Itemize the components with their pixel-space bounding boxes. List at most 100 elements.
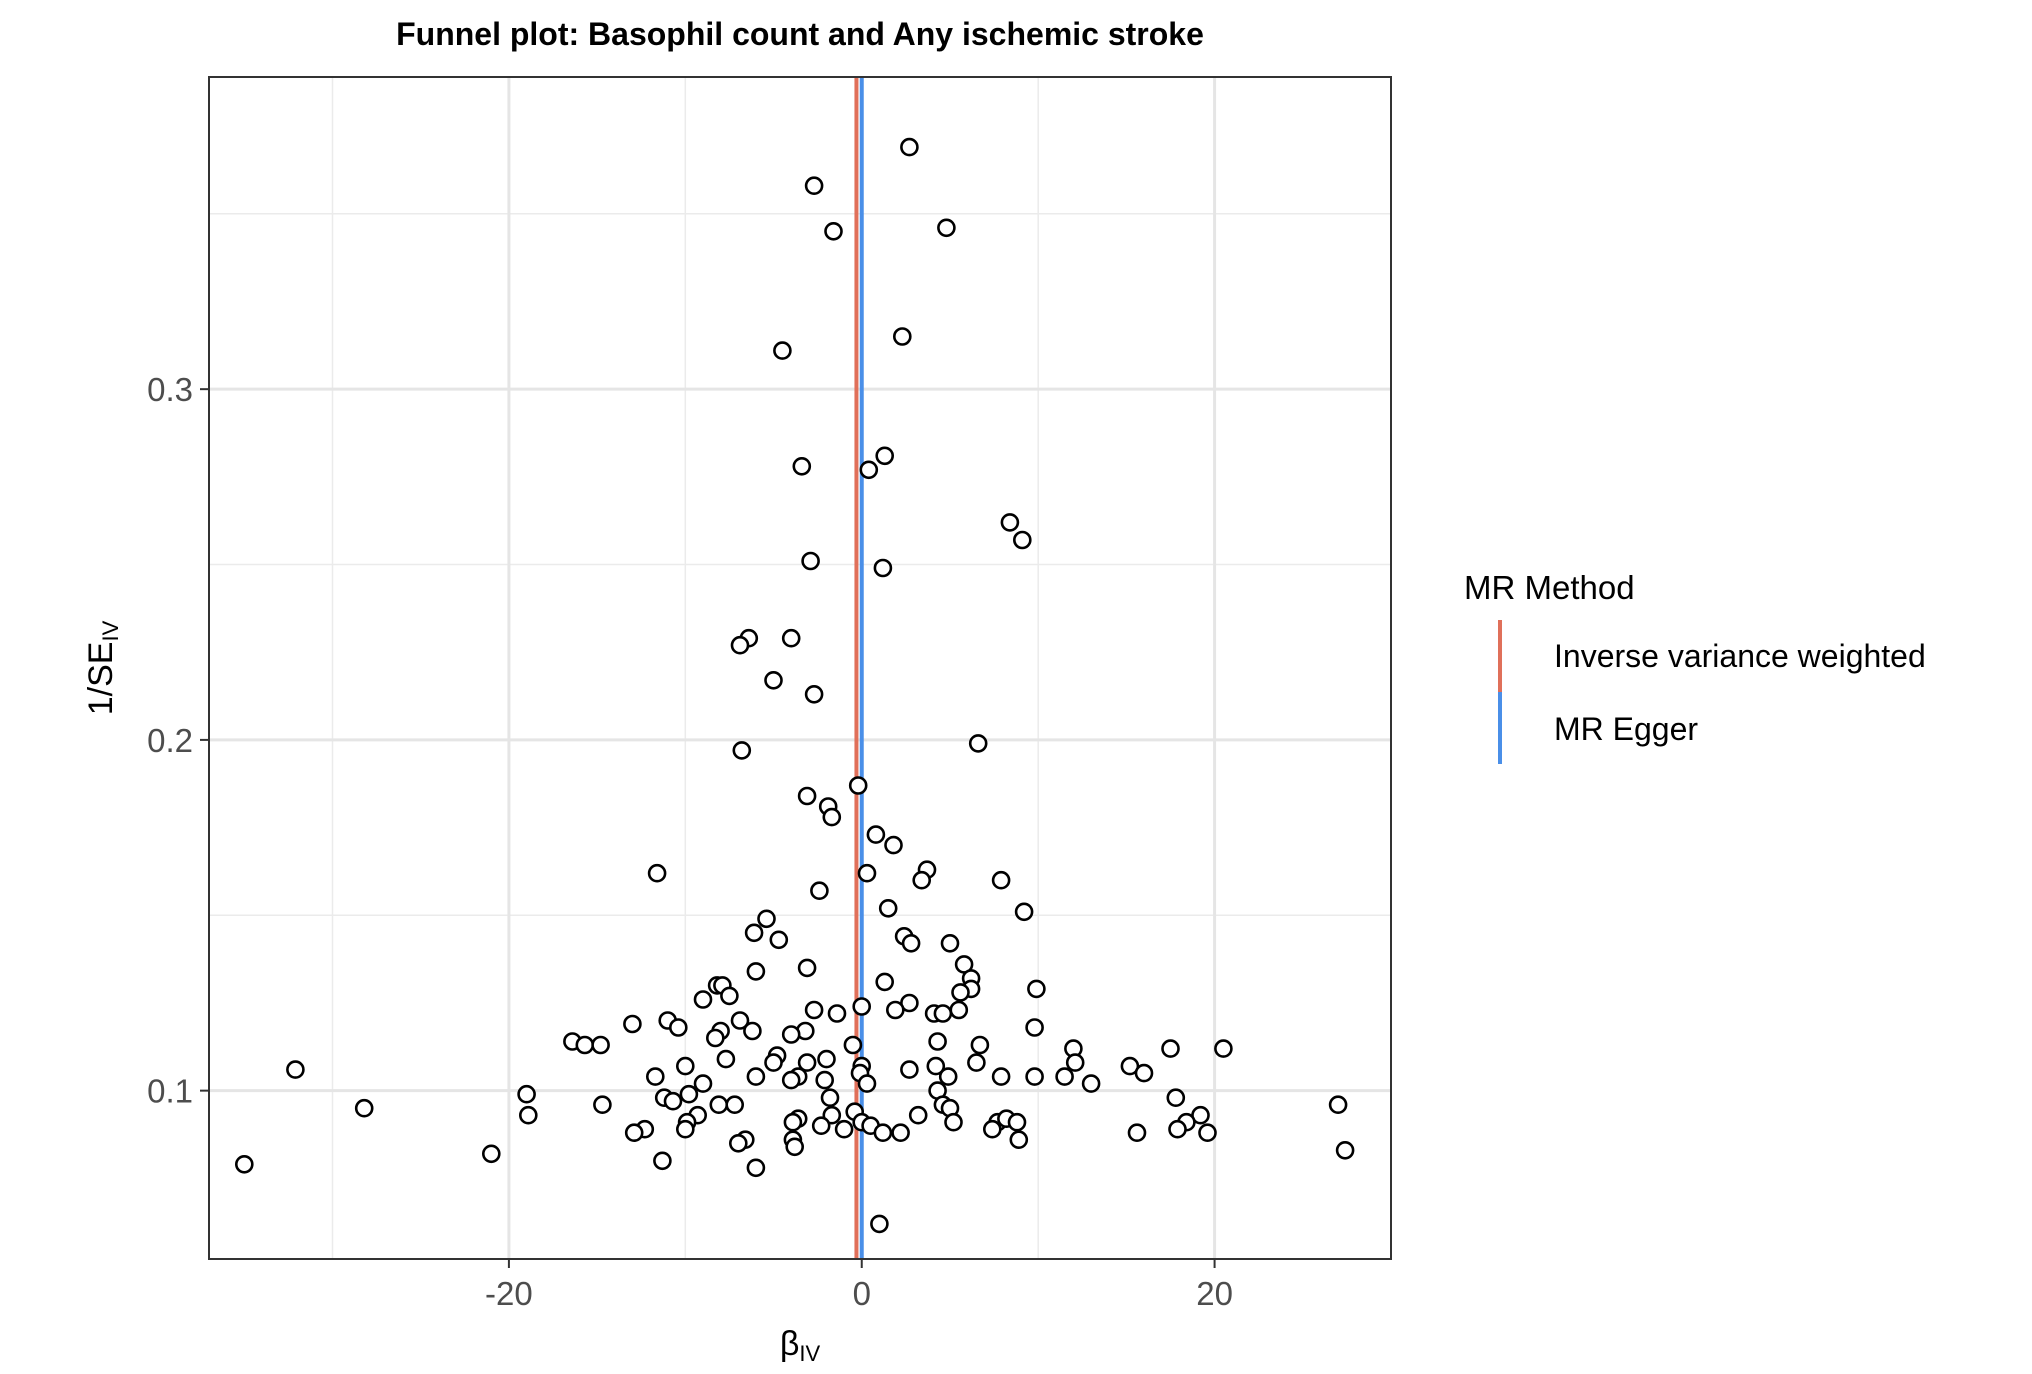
data-point bbox=[811, 1116, 831, 1135]
data-points bbox=[235, 137, 1355, 1234]
data-point bbox=[623, 1014, 642, 1034]
data-point bbox=[797, 786, 817, 806]
data-point bbox=[730, 635, 750, 655]
data-point bbox=[1127, 1123, 1147, 1142]
y-axis-label-main: 1/SE bbox=[82, 642, 120, 716]
y-axis-label: 1/SEIV bbox=[82, 620, 123, 715]
chart-title: Funnel plot: Basophil count and Any isch… bbox=[396, 16, 1204, 52]
data-point bbox=[875, 446, 895, 466]
data-point bbox=[647, 863, 667, 883]
data-point bbox=[518, 1105, 538, 1125]
data-point bbox=[944, 1112, 963, 1132]
data-point bbox=[744, 923, 764, 943]
x-tick-label: 20 bbox=[1196, 1275, 1233, 1312]
data-point bbox=[1081, 1074, 1101, 1093]
data-point bbox=[286, 1060, 305, 1079]
data-point bbox=[982, 1119, 1002, 1139]
data-point bbox=[732, 741, 752, 760]
y-axis-label-sub: IV bbox=[98, 620, 123, 641]
data-point bbox=[797, 1053, 817, 1072]
data-point bbox=[764, 670, 783, 690]
data-point bbox=[815, 1070, 835, 1090]
data-point bbox=[892, 327, 912, 346]
data-point bbox=[757, 909, 776, 929]
data-point bbox=[1025, 1067, 1044, 1086]
data-point bbox=[848, 776, 868, 795]
legend-label-ivw: Inverse variance weighted bbox=[1554, 638, 1926, 674]
data-point bbox=[743, 1021, 762, 1041]
data-point bbox=[900, 137, 919, 157]
data-point bbox=[991, 1067, 1011, 1086]
data-point bbox=[693, 990, 713, 1009]
data-point bbox=[1335, 1141, 1355, 1160]
data-point bbox=[1214, 1039, 1233, 1058]
data-point bbox=[926, 1056, 946, 1076]
data-point bbox=[783, 1112, 803, 1132]
data-point bbox=[901, 933, 921, 953]
data-point bbox=[1012, 530, 1032, 550]
x-tick-label: 0 bbox=[853, 1275, 871, 1312]
data-point bbox=[481, 1144, 501, 1164]
data-point bbox=[1168, 1119, 1187, 1139]
data-point bbox=[820, 1088, 840, 1107]
data-point bbox=[746, 1067, 766, 1086]
data-point bbox=[970, 1035, 990, 1055]
data-point bbox=[354, 1098, 374, 1118]
data-point bbox=[781, 1025, 801, 1044]
data-point bbox=[940, 933, 960, 953]
x-axis-label: βIV bbox=[780, 1325, 821, 1366]
data-point bbox=[949, 1000, 969, 1020]
data-point bbox=[693, 1074, 713, 1093]
data-point bbox=[668, 1018, 688, 1037]
data-point bbox=[866, 825, 886, 844]
data-point bbox=[1000, 513, 1020, 532]
data-point bbox=[884, 835, 903, 855]
y-tick-label: 0.1 bbox=[147, 1073, 193, 1110]
data-point bbox=[1134, 1063, 1154, 1083]
data-point bbox=[804, 176, 824, 195]
data-point bbox=[859, 460, 879, 480]
legend-label-egger: MR Egger bbox=[1554, 711, 1698, 747]
data-point bbox=[857, 863, 877, 883]
data-point bbox=[991, 870, 1011, 890]
y-tick-label: 0.3 bbox=[147, 371, 193, 408]
data-point bbox=[1014, 902, 1034, 922]
data-point bbox=[716, 1049, 736, 1069]
data-point bbox=[675, 1056, 695, 1076]
data-point bbox=[593, 1095, 612, 1114]
data-point bbox=[764, 1053, 783, 1072]
x-tick-label: -20 bbox=[485, 1275, 533, 1312]
data-point bbox=[1328, 1095, 1348, 1114]
x-axis-label-main: β bbox=[780, 1325, 800, 1363]
plot-panel bbox=[208, 76, 1392, 1260]
data-point bbox=[804, 1000, 824, 1020]
data-point bbox=[801, 551, 820, 571]
data-point bbox=[746, 1158, 766, 1178]
data-point bbox=[653, 1151, 672, 1171]
data-point bbox=[773, 341, 792, 360]
x-axis-ticks: -20 0 20 bbox=[485, 1259, 1233, 1312]
data-point bbox=[720, 986, 739, 1006]
data-point bbox=[885, 1000, 905, 1020]
data-point bbox=[804, 684, 824, 704]
data-point bbox=[705, 1028, 725, 1048]
data-point bbox=[834, 1119, 854, 1139]
data-point bbox=[797, 958, 817, 978]
data-point bbox=[1198, 1123, 1217, 1142]
data-point bbox=[912, 870, 932, 890]
data-point bbox=[852, 997, 872, 1016]
data-point bbox=[781, 1070, 801, 1090]
data-point bbox=[1065, 1053, 1085, 1072]
data-point bbox=[675, 1119, 695, 1139]
data-point bbox=[235, 1155, 254, 1174]
panel-border bbox=[208, 76, 1392, 1260]
data-point bbox=[591, 1035, 610, 1055]
data-point bbox=[937, 218, 956, 238]
data-point bbox=[624, 1123, 644, 1142]
data-point bbox=[824, 222, 843, 241]
data-point bbox=[709, 1095, 729, 1114]
data-point bbox=[1161, 1039, 1180, 1058]
minor-gridlines bbox=[209, 77, 1391, 1259]
data-point bbox=[968, 734, 988, 753]
